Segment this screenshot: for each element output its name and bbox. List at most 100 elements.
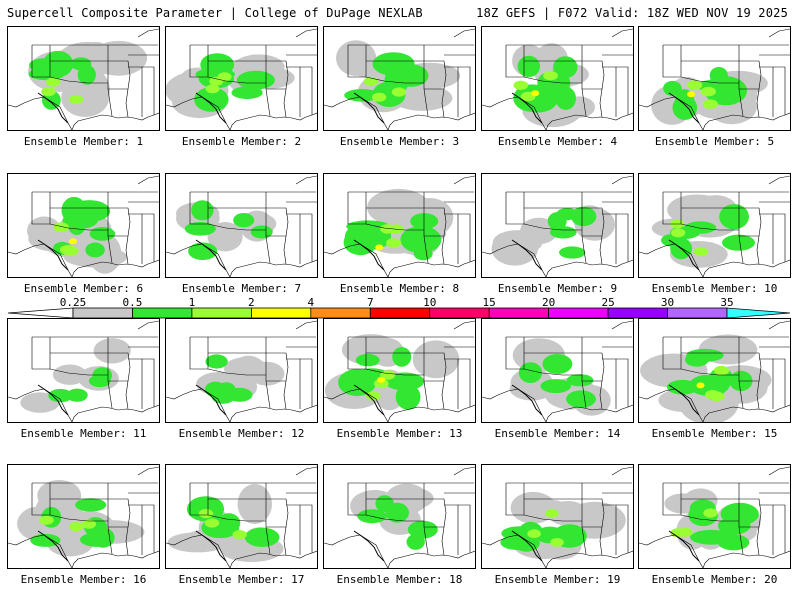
scp-field-lime [204,518,220,528]
colorbar-segment [72,307,133,319]
ensemble-member-label: Ensemble Member: 3 [339,135,460,148]
colorbar-segment [429,307,490,319]
scp-field-green [685,353,709,367]
colorbar-segment [191,307,252,319]
scp-field-yellow [696,382,705,389]
ensemble-member-map [323,464,476,569]
scp-field-lime [232,530,247,540]
scp-field-lime [543,71,558,81]
ensemble-member-map [638,26,791,131]
scp-field-green [553,56,578,79]
scp-field-green [236,70,275,90]
scp-field-lime [703,508,718,518]
scp-field-lime [678,527,693,537]
colorbar-segment [548,307,609,319]
colorbar-left-arrow [7,307,74,319]
ensemble-member-map [7,464,160,569]
scp-field-green [188,242,218,261]
scp-field-green [413,247,433,261]
colorbar-segment [607,307,668,319]
ensemble-member-map [481,464,634,569]
ensemble-member-label: Ensemble Member: 17 [178,573,305,586]
scp-field-green [231,86,263,99]
scp-field-gray [412,340,460,379]
scp-field-green [688,374,730,396]
scp-field-yellow [687,91,696,98]
scp-field-green [244,527,280,547]
scp-field-green [92,367,112,384]
scp-field-yellow [531,90,540,97]
ensemble-member-map [7,26,160,131]
scp-field-green [194,87,229,112]
scp-field-lime [391,87,407,97]
ensemble-member-map [638,173,791,278]
colorbar-segment [369,307,431,319]
scp-field-green [28,68,65,81]
scp-field-green [663,80,682,96]
scp-field-green [338,369,377,396]
scp-field-green [542,354,573,374]
ensemble-member-map [165,26,318,131]
ensemble-member-label: Ensemble Member: 7 [181,282,302,295]
scp-field-green [720,502,759,526]
scp-field-gray [237,484,272,524]
scp-field-green [392,347,412,367]
scp-field-green [184,222,216,236]
scp-field-green [400,226,442,254]
colorbar-segment [310,307,371,319]
colorbar-right-arrow [726,307,791,319]
scp-field-green [566,390,596,408]
ensemble-member-map [165,318,318,423]
scp-field-green [355,353,380,367]
scp-field-lime [217,72,232,82]
scp-field-lime [550,538,564,547]
scp-field-green [80,532,115,547]
ensemble-member-map [638,318,791,423]
ensemble-member-label: Ensemble Member: 16 [20,573,147,586]
scp-field-lime [46,77,61,87]
ensemble-member-label: Ensemble Member: 10 [651,282,778,295]
ensemble-member-label: Ensemble Member: 20 [651,573,778,586]
colorbar-tick-label: 35 [720,296,734,309]
scp-field-gray [336,40,377,76]
scp-field-lime [670,228,686,238]
colorbar-tick-label: 15 [482,296,496,309]
colorbar-tick-label: 25 [601,296,615,309]
scp-field-green [75,498,107,512]
scp-field-lime [513,80,529,90]
ensemble-member-label: Ensemble Member: 5 [654,135,775,148]
ensemble-member-label: Ensemble Member: 15 [651,427,778,440]
scp-field-green [559,246,586,259]
scp-field-green [85,242,105,258]
ensemble-member-label: Ensemble Member: 11 [20,427,147,440]
scp-field-green [385,502,409,523]
scp-field-lime [700,86,716,97]
ensemble-member-map [481,26,634,131]
colorbar-tick-label: 1 [188,296,196,309]
scp-field-gray [167,532,228,553]
scp-field-green [518,362,543,383]
scp-field-lime [53,222,69,232]
scp-field-gray [492,230,543,255]
ensemble-member-map [165,464,318,569]
scp-field-lime [39,515,54,525]
scp-field-green [547,212,567,231]
colorbar-tick-label: 0.25 [59,296,87,309]
scp-field-gray [224,357,268,381]
ensemble-member-label: Ensemble Member: 1 [23,135,144,148]
color-scale-bar [7,307,791,319]
ensemble-member-label: Ensemble Member: 18 [336,573,463,586]
scp-field-lime [205,84,220,94]
scp-field-green [666,379,699,395]
scp-field-lime [713,365,730,376]
chart-title: Supercell Composite Parameter | College … [7,6,423,20]
scp-field-green [395,384,421,410]
colorbar-segment [132,307,193,319]
scp-field-green [89,227,116,241]
colorbar-tick-label: 2 [248,296,255,309]
colorbar-tick-label: 30 [660,296,675,309]
scp-field-green [61,196,87,224]
scp-field-lime [527,529,541,539]
scp-field-green [30,533,61,547]
scp-field-green [717,534,750,551]
